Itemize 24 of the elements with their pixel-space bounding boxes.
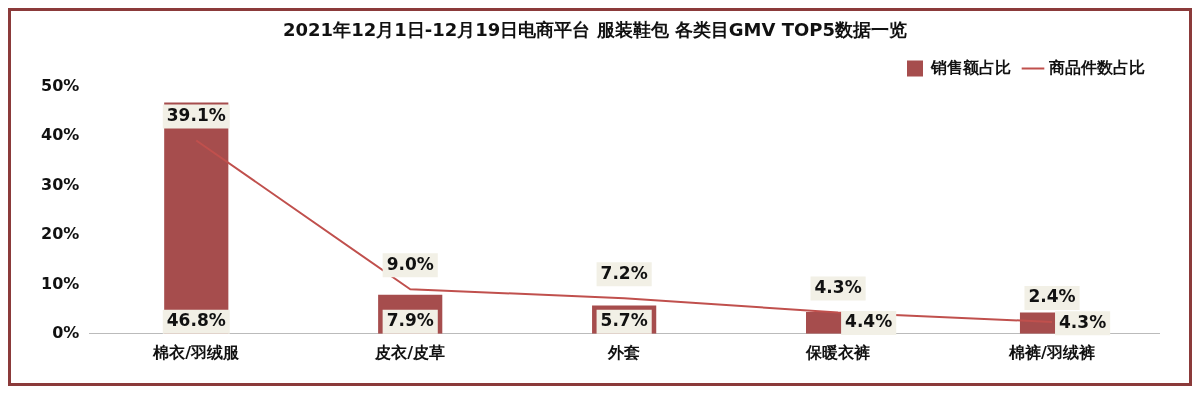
data-label: 4.3% — [1059, 311, 1107, 332]
x-tick-label: 保暖衣裤 — [805, 342, 871, 362]
y-tick-label: 10% — [41, 273, 80, 293]
x-tick-label: 棉衣/羽绒服 — [152, 342, 241, 362]
data-label: 7.2% — [600, 262, 648, 283]
data-label: 4.3% — [814, 276, 862, 297]
data-label: 7.9% — [386, 310, 434, 331]
y-tick-label: 50% — [41, 75, 80, 95]
y-tick-label: 0% — [52, 322, 80, 342]
chart-title: 2021年12月1日-12月19日电商平台 服装鞋包 各类目GMV TOP5数据一览 — [283, 19, 907, 41]
x-tick-label: 外套 — [607, 342, 641, 362]
data-label: 39.1% — [166, 104, 226, 125]
x-tick-label: 棉裤/羽绒裤 — [1008, 342, 1095, 362]
y-tick-label: 20% — [41, 224, 80, 244]
data-label: 4.4% — [845, 311, 893, 332]
data-label: 46.8% — [166, 310, 226, 331]
legend-label: 销售额占比 — [930, 57, 1011, 77]
legend-label: 商品件数占比 — [1048, 57, 1145, 77]
y-tick-label: 30% — [41, 174, 80, 194]
data-label: 2.4% — [1028, 286, 1076, 307]
y-tick-label: 40% — [41, 125, 80, 145]
data-label: 9.0% — [386, 253, 434, 274]
data-label: 5.7% — [600, 310, 648, 331]
x-tick-label: 皮衣/皮草 — [374, 342, 446, 362]
